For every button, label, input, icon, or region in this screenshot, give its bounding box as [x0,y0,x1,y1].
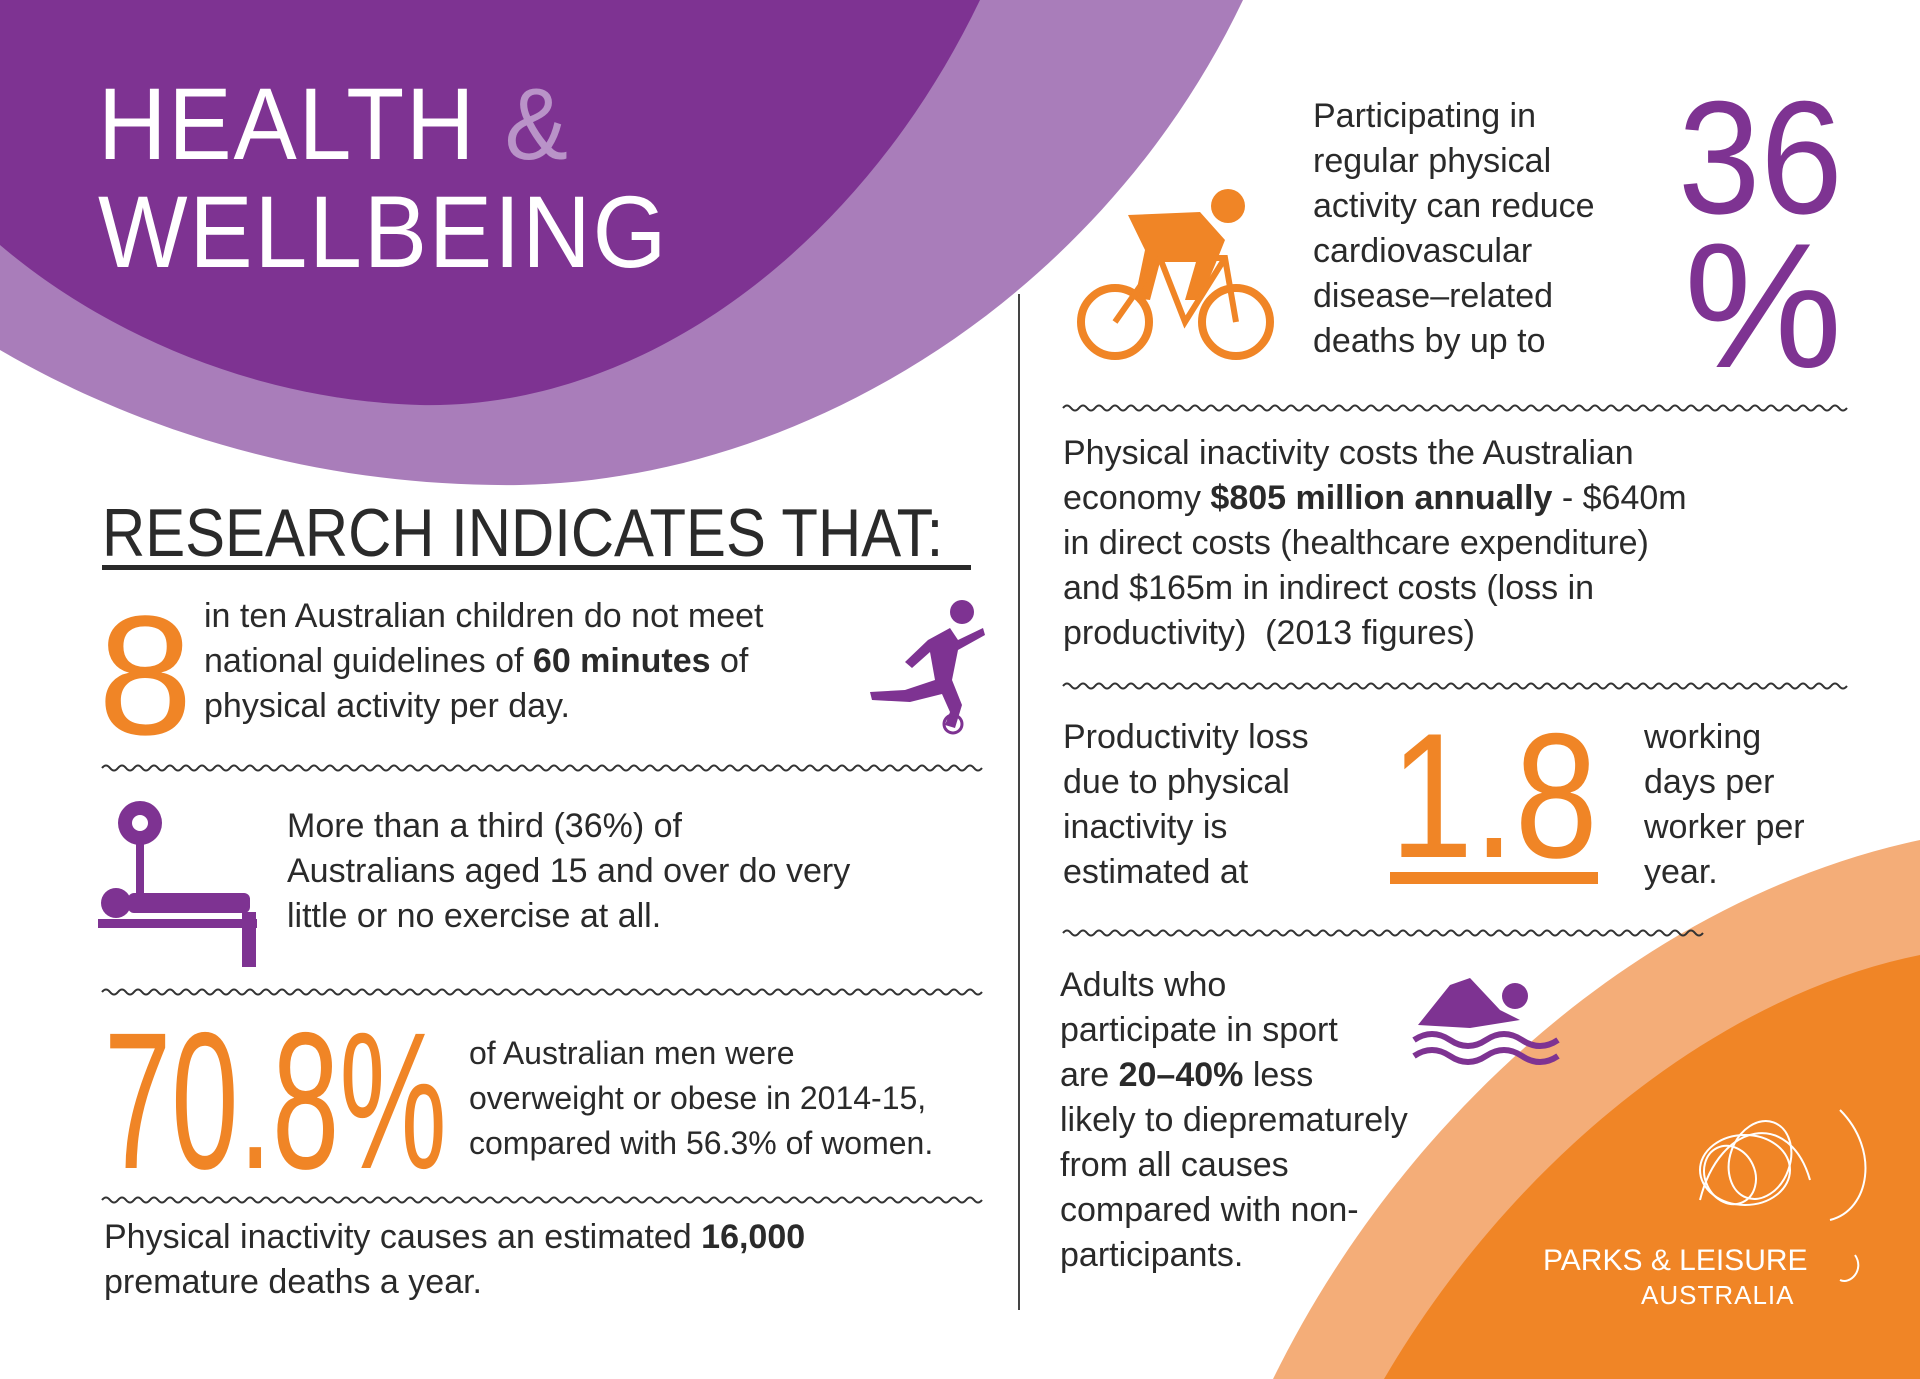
text: are [1060,1056,1119,1094]
wave-divider [101,1196,983,1204]
text-line: and $165m in indirect costs (loss in [1063,569,1595,607]
text-line: likely to dieprematurely [1060,1101,1408,1139]
text-line: due to physical [1063,763,1290,801]
big-number: 70.8% [104,992,447,1210]
logo-mark [1699,1109,1867,1282]
text-line: premature deaths a year. [104,1263,483,1301]
text: - $640m [1552,479,1687,517]
text-line: More than a third (36%) of [287,807,682,845]
bold-text: 16,000 [701,1218,806,1256]
title: HEALTH & WELLBEING [98,70,668,286]
text-line: Adults who [1060,966,1227,1004]
paragraph: of Australian men were overweight or obes… [469,1031,933,1166]
wave-divider [101,764,983,772]
paragraph: Productivity loss due to physical inactivi… [1063,715,1309,895]
bold-text: 20–40% [1118,1056,1244,1094]
text-line: economy $805 million annually - $640m [1063,476,1687,521]
text-line: Physical inactivity causes an estimated … [104,1215,805,1260]
wave-divider [1062,682,1848,690]
text-line: little or no exercise at all. [287,897,662,935]
section-heading: RESEARCH INDICATES THAT: [102,495,944,571]
paragraph: Adults who participate in sport are 20–40%… [1060,963,1408,1278]
text-line: working [1644,718,1762,756]
text-line: year. [1644,853,1718,891]
text: economy [1063,479,1211,517]
text-line: deaths by up to [1313,322,1546,360]
paragraph: Participating in regular physical activity… [1313,94,1595,364]
big-unit: % [1684,206,1843,405]
big-number: 36 [1678,68,1843,248]
text-line: from all causes [1060,1146,1289,1184]
text-line: worker per [1644,808,1805,846]
text-line: compared with non- [1060,1191,1359,1229]
text-line: Physical inactivity costs the Australian [1063,434,1634,472]
title-ampersand: & [504,67,570,181]
text-line: in ten Australian children do not meet [204,597,764,635]
bold-text: 60 minutes [532,642,711,680]
text-line: regular physical [1313,142,1552,180]
wave-divider [1062,929,1704,937]
big-number: 1.8 [1390,696,1598,895]
paragraph: Physical inactivity causes an estimated … [104,1215,805,1305]
text-line: cardiovascular [1313,232,1533,270]
cyclist-icon [1077,189,1274,360]
title-line: HEALTH & [98,70,668,178]
text-line: participate in sport [1060,1011,1338,1049]
text: national guidelines of [204,642,533,680]
text-line: activity can reduce [1313,187,1595,225]
number-underline [1390,872,1598,884]
text-line: overweight or obese in 2014-15, [469,1080,927,1116]
logo-name: PARKS & LEISURE [1543,1244,1808,1277]
soccer-icon [870,600,985,735]
title-text: HEALTH [98,67,477,181]
text-line: Australians aged 15 and over do very [287,852,851,890]
text-line: productivity) (2013 figures) [1063,614,1475,652]
paragraph: working days per worker per year. [1644,715,1805,895]
text-line: participants. [1060,1236,1244,1274]
paragraph: More than a third (36%) of Australians ag… [287,804,850,939]
text: less [1243,1056,1314,1094]
text-line: in direct costs (healthcare expenditure) [1063,524,1649,562]
text-line: Productivity loss [1063,718,1309,756]
paragraph: in ten Australian children do not meet na… [204,594,763,729]
bold-text: $805 million annually [1210,479,1553,517]
text-line: national guidelines of 60 minutes of [204,639,763,684]
wave-divider [101,988,983,996]
wave-divider [1062,404,1848,412]
text: of [710,642,749,680]
dark-purple-wave [0,0,980,406]
text-line: disease–related [1313,277,1554,315]
title-line: WELLBEING [98,175,669,289]
text-line: compared with 56.3% of women. [469,1125,934,1161]
text-line: inactivity is [1063,808,1228,846]
text-line: are 20–40% less [1060,1053,1408,1098]
text-line: days per [1644,763,1775,801]
text: Physical inactivity causes an estimated [104,1218,702,1256]
text-line: physical activity per day. [204,687,570,725]
logo-country: AUSTRALIA [1641,1280,1795,1310]
big-number: 8 [98,581,193,771]
text-line: Participating in [1313,97,1537,135]
paragraph: Physical inactivity costs the Australian… [1063,431,1687,656]
swimmer-icon [1412,978,1560,1065]
dark-orange-wave [1384,955,1920,1379]
heading-underline [102,565,971,570]
weightlifter-icon [98,801,257,967]
text-line: of Australian men were [469,1035,795,1071]
text-line: estimated at [1063,853,1249,891]
